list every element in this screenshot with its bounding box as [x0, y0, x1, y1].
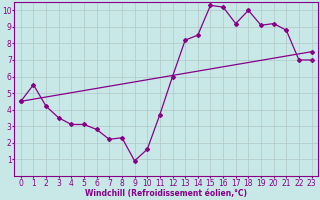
- X-axis label: Windchill (Refroidissement éolien,°C): Windchill (Refroidissement éolien,°C): [85, 189, 247, 198]
